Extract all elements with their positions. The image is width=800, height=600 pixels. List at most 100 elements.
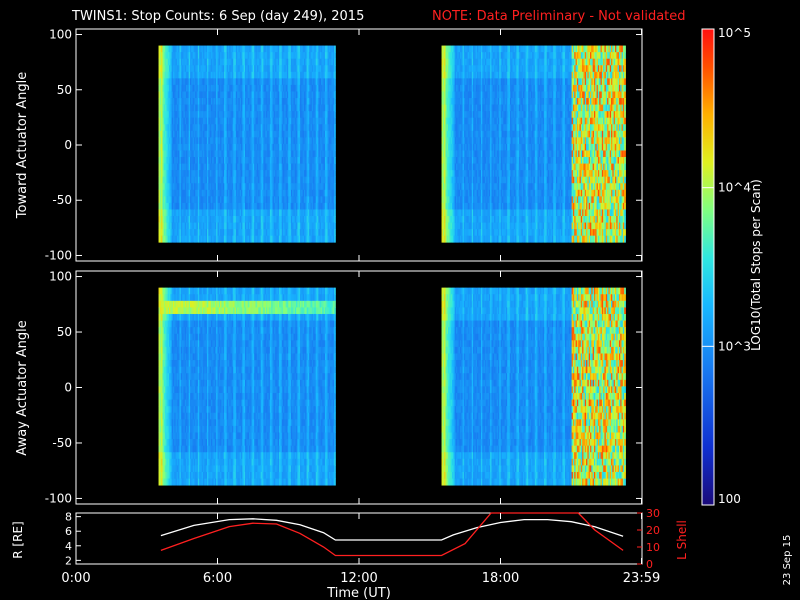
heatmap-cell	[221, 222, 224, 230]
heatmap-cell	[474, 52, 477, 60]
heatmap-cell	[199, 130, 201, 138]
heatmap-cell	[216, 91, 218, 99]
heatmap-cell	[324, 189, 327, 197]
heatmap-cell	[176, 104, 179, 112]
heatmap-cell	[279, 45, 281, 53]
heatmap-cell	[305, 222, 307, 230]
heatmap-cell	[196, 104, 199, 112]
heatmap-cell	[212, 143, 214, 151]
heatmap-cell	[478, 45, 481, 53]
heatmap-cell	[264, 143, 267, 151]
heatmap-cell	[277, 84, 280, 92]
heatmap-cell	[207, 189, 209, 197]
heatmap-cell	[477, 111, 479, 119]
heatmap-cell	[221, 104, 224, 112]
heatmap-cell	[470, 130, 473, 138]
heatmap-cell	[212, 124, 214, 132]
heatmap-cell	[296, 45, 298, 53]
heatmap-cell	[235, 130, 238, 138]
heatmap-cell	[193, 52, 196, 60]
heatmap-cell	[442, 71, 445, 79]
heatmap-cell	[478, 84, 481, 92]
heatmap-cell	[213, 104, 216, 112]
heatmap-cell	[170, 157, 173, 164]
heatmap-cell	[225, 150, 228, 158]
heatmap-cell	[283, 65, 285, 73]
heatmap-cell	[275, 196, 277, 204]
heatmap-cell	[245, 143, 247, 151]
heatmap-cell	[296, 111, 298, 119]
heatmap-cell	[305, 150, 307, 158]
heatmap-cell	[478, 202, 481, 210]
heatmap-cell	[449, 124, 452, 132]
heatmap-cell	[167, 45, 170, 53]
heatmap-cell	[264, 84, 267, 92]
heatmap-cell	[189, 98, 192, 105]
heatmap-cell	[332, 65, 335, 73]
heatmap-cell	[188, 157, 191, 164]
heatmap-cell	[293, 222, 296, 230]
heatmap-cell	[245, 104, 247, 112]
heatmap-cell	[302, 229, 305, 237]
heatmap-cell	[293, 130, 296, 138]
heatmap-cell	[178, 222, 180, 230]
heatmap-cell	[208, 189, 211, 197]
heatmap-cell	[281, 163, 284, 171]
heatmap-cell	[314, 98, 317, 105]
heatmap-cell	[175, 78, 178, 86]
heatmap-cell	[201, 209, 204, 217]
heatmap-cell	[302, 209, 305, 217]
heatmap-cell	[226, 52, 229, 60]
heatmap-cell	[182, 202, 184, 210]
heatmap-cell	[482, 117, 484, 125]
heatmap-cell	[187, 124, 190, 132]
heatmap-cell	[305, 189, 307, 197]
heatmap-cell	[307, 229, 310, 237]
heatmap-cell	[321, 235, 323, 243]
heatmap-cell	[256, 143, 259, 151]
heatmap-cell	[313, 216, 315, 223]
heatmap-cell	[297, 202, 300, 210]
heatmap-cell	[277, 209, 280, 217]
heatmap-cell	[294, 130, 297, 138]
heatmap-cell	[178, 78, 180, 86]
heatmap-cell	[323, 170, 326, 178]
heatmap-cell	[271, 124, 273, 132]
heatmap-cell	[233, 104, 235, 112]
heatmap-cell	[467, 196, 470, 204]
heatmap-cell	[473, 163, 475, 171]
heatmap-cell	[327, 235, 330, 243]
heatmap-cell	[271, 130, 273, 138]
heatmap-cell	[224, 65, 226, 73]
heatmap-cell	[314, 58, 317, 66]
heatmap-cell	[327, 111, 330, 119]
heatmap-cell	[449, 78, 452, 86]
heatmap-cell	[267, 143, 269, 151]
heatmap-cell	[233, 111, 235, 119]
heatmap-cell	[158, 170, 161, 178]
heatmap-cell	[441, 45, 444, 53]
heatmap-cell	[465, 58, 467, 66]
heatmap-cell	[470, 176, 473, 184]
heatmap-cell	[234, 137, 237, 145]
heatmap-cell	[331, 117, 334, 125]
heatmap-cell	[186, 104, 188, 112]
heatmap-cell	[331, 196, 334, 204]
heatmap-cell	[294, 176, 297, 184]
heatmap-cell	[326, 189, 328, 197]
heatmap-cell	[462, 157, 465, 164]
heatmap-cell	[188, 52, 191, 60]
heatmap-cell	[158, 196, 161, 204]
heatmap-cell	[475, 98, 478, 105]
heatmap-cell	[231, 196, 234, 204]
heatmap-cell	[191, 229, 194, 237]
heatmap-cell	[444, 157, 446, 164]
heatmap-cell	[225, 111, 228, 119]
heatmap-cell	[311, 58, 314, 66]
heatmap-cell	[252, 170, 255, 178]
heatmap-cell	[213, 170, 216, 178]
heatmap-cell	[239, 216, 242, 223]
heatmap-cell	[332, 196, 335, 204]
heatmap-cell	[446, 209, 449, 217]
heatmap-cell	[184, 117, 187, 125]
